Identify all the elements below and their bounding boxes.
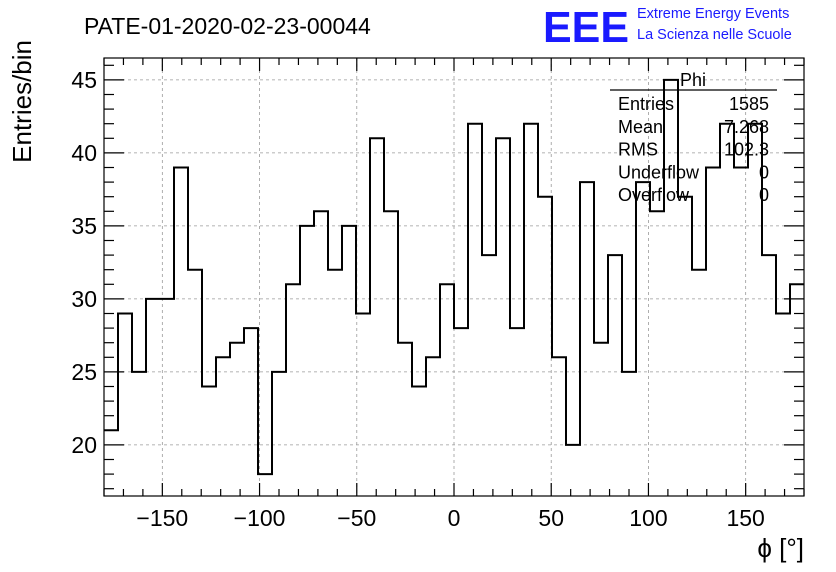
eee-logo: EEE Extreme Energy Events La Scienza nel… bbox=[543, 3, 792, 52]
stats-value: 1585 bbox=[729, 94, 769, 114]
y-tick-label: 35 bbox=[71, 213, 97, 239]
axis-ticks bbox=[103, 58, 805, 496]
y-tick-label: 45 bbox=[71, 67, 97, 93]
stats-box-title: Phi bbox=[680, 70, 706, 90]
x-tick-label: 100 bbox=[629, 505, 667, 531]
x-tick-label: 0 bbox=[448, 505, 461, 531]
logo-line-1: Extreme Energy Events bbox=[637, 6, 789, 22]
stats-label: Underflow bbox=[618, 162, 700, 182]
y-tick-label: 30 bbox=[71, 286, 97, 312]
x-tick-label: −100 bbox=[234, 505, 286, 531]
logo-line-2: La Scienza nelle Scuole bbox=[637, 27, 792, 43]
eee-logo-mark: EEE bbox=[543, 3, 629, 52]
stats-value: 102.3 bbox=[724, 140, 769, 160]
stats-label: Overflow bbox=[618, 185, 690, 205]
stats-label: Mean bbox=[618, 117, 663, 137]
stats-value: 0 bbox=[759, 185, 769, 205]
y-tick-label: 40 bbox=[71, 140, 97, 166]
x-axis-label: ϕ [°] bbox=[757, 533, 804, 563]
stats-box: Phi Entries 1585 Mean 7.268 RMS 102.3 Underflo… bbox=[610, 70, 777, 205]
grid-lines bbox=[104, 58, 804, 496]
x-tick-label: 150 bbox=[726, 505, 764, 531]
chart-title: PATE-01-2020-02-23-00044 bbox=[84, 13, 371, 39]
stats-value: 0 bbox=[759, 162, 769, 182]
y-tick-labels: 20 25 30 35 40 45 bbox=[71, 67, 97, 458]
y-tick-label: 20 bbox=[71, 432, 97, 458]
x-tick-label: −150 bbox=[136, 505, 188, 531]
stats-rows: Entries 1585 Mean 7.268 RMS 102.3 Underflow 0 Ov… bbox=[618, 94, 769, 205]
stats-value: 7.268 bbox=[724, 117, 769, 137]
x-tick-labels: −150 −100 −50 0 50 100 150 bbox=[136, 505, 764, 531]
y-axis-label: Entries/bin bbox=[7, 40, 37, 163]
stats-label: RMS bbox=[618, 140, 658, 160]
y-tick-label: 25 bbox=[71, 359, 97, 385]
x-tick-label: 50 bbox=[538, 505, 564, 531]
histogram-series-phi bbox=[104, 78, 804, 476]
stats-label: Entries bbox=[618, 94, 674, 114]
x-tick-label: −50 bbox=[337, 505, 376, 531]
